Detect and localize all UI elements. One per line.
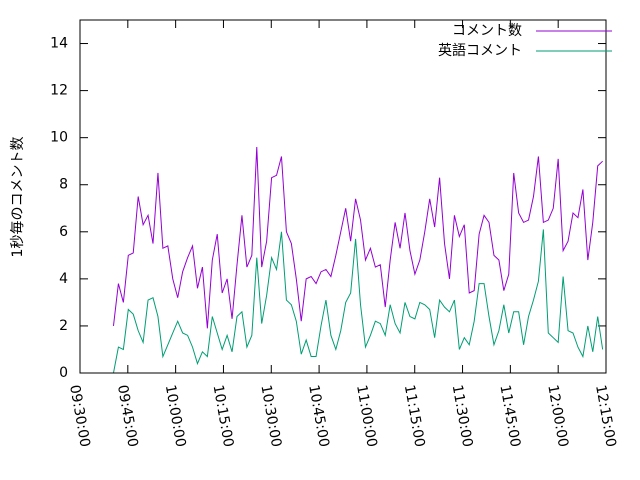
y-axis-label: 1秒毎のコメント数 — [10, 137, 26, 258]
x-tick-label: 11:30:00 — [449, 384, 476, 449]
x-tick-label: 11:15:00 — [401, 384, 428, 449]
x-tick-label: 11:00:00 — [353, 384, 380, 449]
plot-frame — [79, 19, 607, 374]
x-tick-label: 12:00:00 — [544, 384, 571, 449]
x-tick-label: 10:15:00 — [210, 384, 237, 449]
line-series — [112, 147, 603, 329]
line-series — [112, 229, 604, 374]
y-tick-label: 4 — [59, 271, 68, 287]
y-tick-label: 6 — [59, 224, 68, 240]
x-tick-label: 12:15:00 — [592, 384, 619, 449]
y-tick-label: 0 — [59, 365, 68, 381]
y-tick-label: 10 — [50, 130, 68, 146]
y-tick-label: 8 — [59, 177, 68, 193]
x-tick-label: 10:00:00 — [162, 384, 189, 449]
x-tick-label: 09:45:00 — [114, 384, 141, 449]
y-tick-label: 12 — [50, 83, 68, 99]
y-tick-label: 2 — [59, 318, 68, 334]
legend-label: 英語コメント — [438, 42, 522, 59]
x-tick-label: 10:30:00 — [257, 384, 284, 449]
x-tick-label: 09:30:00 — [66, 384, 93, 449]
x-tick-label: 11:45:00 — [496, 384, 523, 449]
legend-label: コメント数 — [452, 23, 522, 39]
x-tick-label: 10:45:00 — [305, 384, 332, 449]
y-tick-label: 14 — [50, 36, 68, 52]
